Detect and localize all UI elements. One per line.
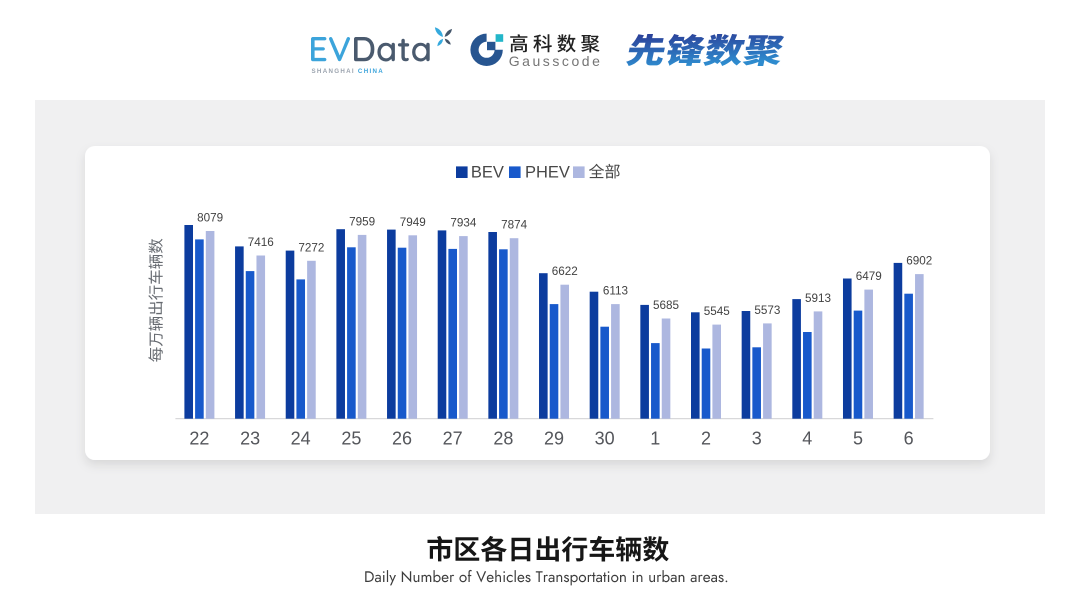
svg-text:7934: 7934 xyxy=(450,217,477,230)
svg-text:25: 25 xyxy=(341,428,361,448)
svg-text:PHEV: PHEV xyxy=(525,163,570,181)
svg-text:8079: 8079 xyxy=(197,212,223,225)
svg-text:30: 30 xyxy=(595,428,615,448)
svg-text:28: 28 xyxy=(493,428,513,448)
svg-text:27: 27 xyxy=(443,428,463,448)
svg-text:BEV: BEV xyxy=(471,163,504,181)
svg-text:29: 29 xyxy=(544,428,564,448)
svg-text:Gausscode: Gausscode xyxy=(509,53,603,69)
svg-text:7272: 7272 xyxy=(298,241,324,254)
svg-text:7949: 7949 xyxy=(400,216,426,229)
svg-text:6622: 6622 xyxy=(552,265,578,278)
svg-text:3: 3 xyxy=(752,428,762,448)
svg-text:4: 4 xyxy=(802,428,812,448)
svg-text:SHANGHAI CHINA: SHANGHAI CHINA xyxy=(312,68,385,75)
svg-text:23: 23 xyxy=(240,428,260,448)
svg-text:5545: 5545 xyxy=(704,305,731,318)
svg-text:6902: 6902 xyxy=(906,255,932,268)
svg-text:6479: 6479 xyxy=(856,270,882,283)
svg-text:7416: 7416 xyxy=(248,236,274,249)
svg-text:5: 5 xyxy=(853,428,863,448)
svg-text:1: 1 xyxy=(650,428,660,448)
svg-text:22: 22 xyxy=(189,428,209,448)
svg-text:7874: 7874 xyxy=(501,219,528,232)
svg-text:24: 24 xyxy=(291,428,311,448)
svg-text:5685: 5685 xyxy=(653,299,680,312)
svg-text:6113: 6113 xyxy=(603,285,628,298)
svg-text:5573: 5573 xyxy=(754,304,780,317)
svg-text:2: 2 xyxy=(701,428,711,448)
svg-text:7959: 7959 xyxy=(349,215,375,228)
svg-text:6: 6 xyxy=(904,428,914,448)
svg-text:5913: 5913 xyxy=(805,292,831,305)
svg-text:26: 26 xyxy=(392,428,412,448)
